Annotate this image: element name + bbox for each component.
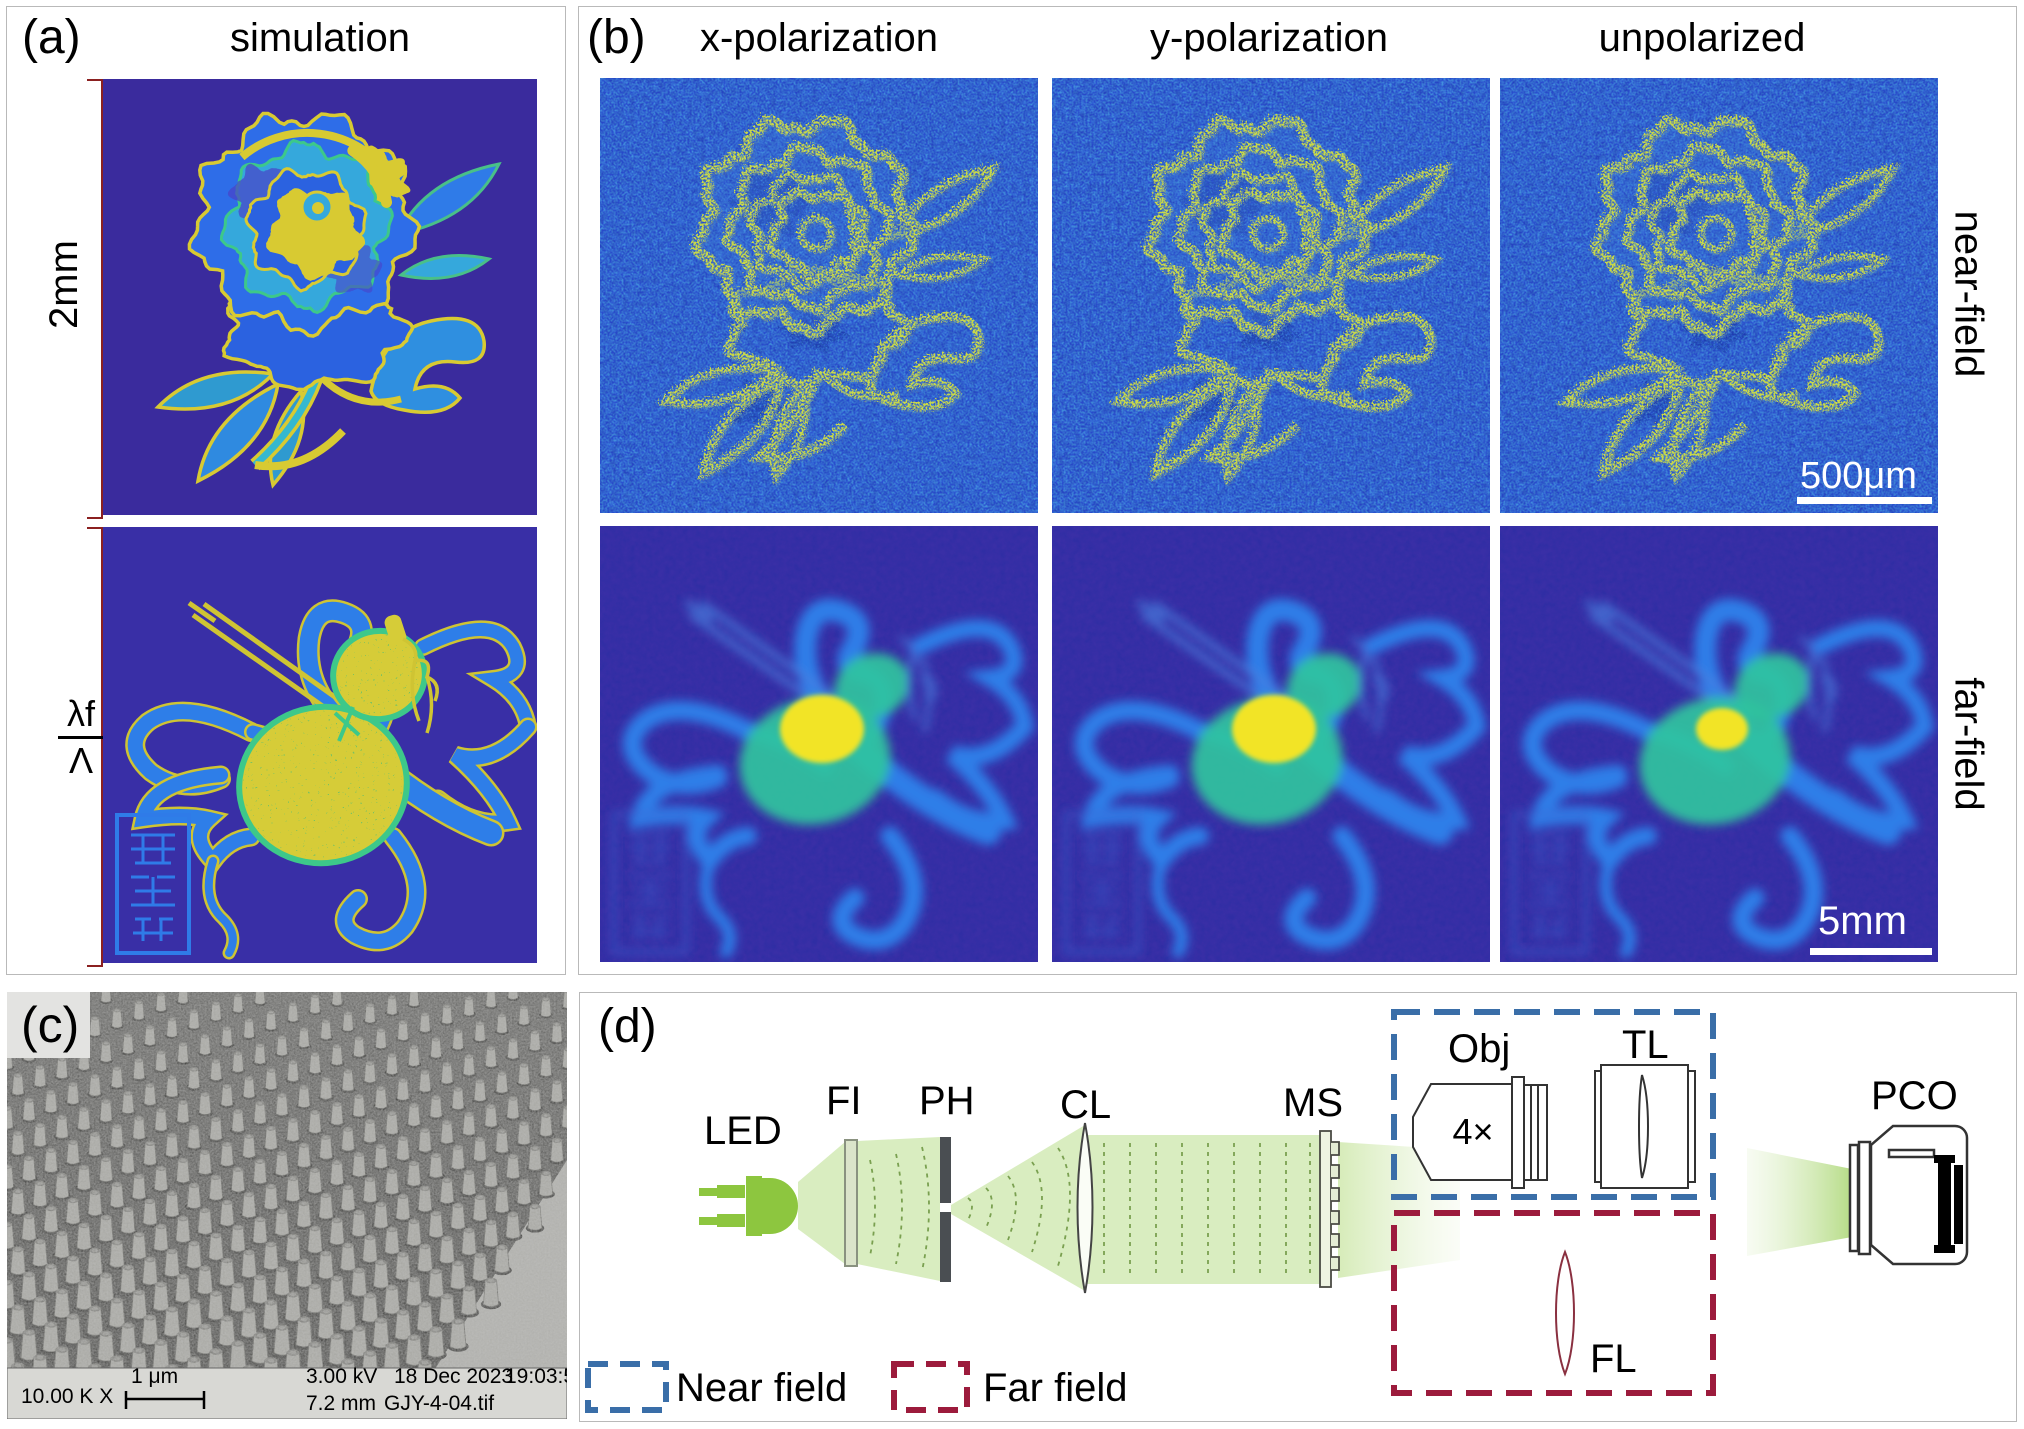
svg-text:GJY-4-04.tif: GJY-4-04.tif (384, 1392, 494, 1415)
svg-text:7.2 mm: 7.2 mm (306, 1392, 376, 1415)
svg-text:500μm: 500μm (1800, 455, 1917, 497)
svg-text:10.00 K X: 10.00 K X (21, 1385, 113, 1408)
svg-text:19:03:52: 19:03:52 (505, 1365, 567, 1388)
svg-text:LED: LED (704, 1109, 782, 1153)
svg-text:4×: 4× (1452, 1111, 1493, 1152)
svg-text:Far field: Far field (983, 1366, 1128, 1410)
svg-text:Obj: Obj (1448, 1027, 1510, 1071)
svg-text:FI: FI (826, 1079, 862, 1123)
svg-text:3.00 kV: 3.00 kV (306, 1365, 377, 1388)
svg-text:18 Dec 2023: 18 Dec 2023 (394, 1365, 513, 1388)
svg-text:(c): (c) (21, 997, 79, 1053)
svg-text:1 μm: 1 μm (131, 1365, 178, 1388)
svg-text:MS: MS (1283, 1081, 1343, 1125)
svg-text:Near field: Near field (676, 1366, 847, 1410)
svg-text:CL: CL (1060, 1083, 1111, 1127)
svg-text:TL: TL (1622, 1023, 1669, 1067)
svg-text:5mm: 5mm (1818, 899, 1907, 943)
svg-text:FL: FL (1590, 1337, 1637, 1381)
svg-text:PCO: PCO (1871, 1074, 1958, 1118)
svg-text:PH: PH (919, 1079, 975, 1123)
